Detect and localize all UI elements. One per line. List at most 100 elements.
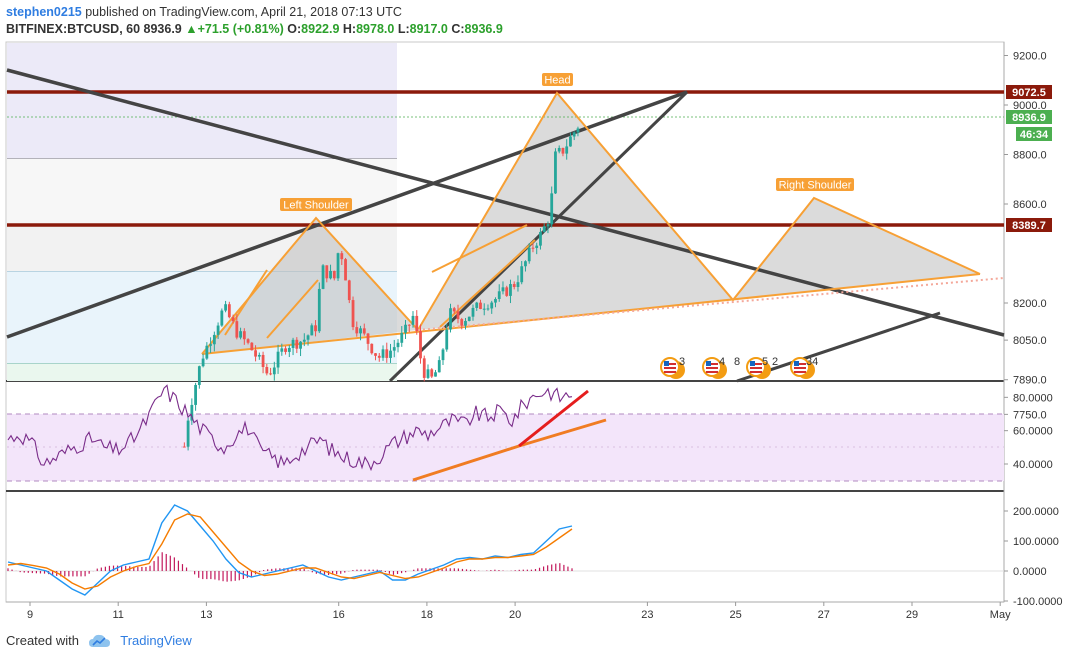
label-right-shoulder[interactable]: Right Shoulder: [776, 178, 854, 192]
candle-body: [347, 280, 351, 301]
candle-body: [512, 284, 516, 287]
candle-body: [272, 367, 276, 375]
channel-left-upper[interactable]: [266, 279, 319, 339]
candle-body: [527, 247, 531, 262]
macd-tick-label: 0.0000: [1013, 566, 1047, 578]
candle-body: [407, 324, 411, 326]
channel-mid-upper[interactable]: [431, 224, 528, 273]
label-head[interactable]: Head: [542, 73, 573, 87]
candle-body: [306, 335, 310, 340]
price-tick-label: 7890.0: [1013, 375, 1047, 387]
event-count-label: 34: [806, 356, 818, 368]
price-axis[interactable]: 9200.0 9000.0 8800.0 8600.0 8200.0 8050.0 7890…: [1004, 51, 1047, 422]
candle-body: [460, 319, 464, 326]
candle-body: [561, 147, 565, 154]
candle-body: [194, 384, 197, 405]
change-value: +71.5 (+0.81%): [197, 22, 284, 36]
candle-body: [201, 358, 205, 367]
candle-body: [404, 324, 407, 333]
candle-body: [411, 315, 415, 325]
head-shoulders-outline[interactable]: [201, 91, 981, 355]
time-tick-label: 18: [421, 609, 433, 621]
events-layer[interactable]: 3 4 8 5 2 34: [660, 356, 818, 379]
head-fill: [418, 93, 733, 330]
candle-body: [329, 270, 332, 279]
candle-body: [475, 302, 479, 308]
channel-mid-lower[interactable]: [439, 239, 536, 328]
time-tick-label: 20: [509, 609, 521, 621]
rsi-trendline-orange-ext[interactable]: [518, 418, 607, 448]
candle-body: [441, 349, 445, 361]
flag-canton: [794, 361, 799, 366]
time-axis[interactable]: 9 11 13 16 18 20 23 25 27 29 May: [27, 602, 1011, 621]
candle-body: [557, 147, 561, 152]
candle-body: [501, 287, 505, 292]
candle-body: [299, 341, 302, 349]
macd-line: [7, 504, 573, 596]
ohlc-legend: BITFINEX:BTCUSD, 60 8936.9 ▲+71.5 (+0.81…: [6, 21, 1066, 38]
candle-body: [370, 343, 374, 354]
macd-tick-label: -100.0000: [1013, 596, 1063, 608]
candle-body: [351, 300, 355, 328]
candle-body: [302, 339, 306, 342]
flag-stripe: [794, 371, 806, 373]
candle-body: [231, 317, 235, 322]
candle-body: [392, 347, 396, 351]
close-value: 8936.9: [464, 22, 503, 36]
economic-event-icon[interactable]: [660, 357, 685, 379]
candle-body: [366, 333, 370, 344]
macd-tick-label: 100.0000: [1013, 536, 1059, 548]
time-tick-label: 16: [333, 609, 345, 621]
time-tick-label: 11: [112, 609, 123, 621]
candle-body: [396, 342, 400, 348]
candles-layer[interactable]: [182, 126, 580, 451]
candle-body: [216, 325, 220, 335]
candle-body: [524, 261, 527, 267]
candle-body: [434, 372, 437, 377]
candle-body: [539, 231, 542, 246]
symbol-label[interactable]: BITFINEX:BTCUSD, 60: [6, 22, 141, 36]
candle-body: [374, 353, 377, 356]
economic-event-icon[interactable]: [790, 357, 815, 379]
candle-body: [190, 404, 194, 421]
last-price-tag-text: 8936.9: [1012, 112, 1046, 124]
publish-info: stephen0215 published on TradingView.com…: [6, 4, 1066, 21]
tradingview-brand[interactable]: TradingView: [120, 633, 192, 648]
candle-body: [227, 304, 231, 318]
flag-stripe: [706, 363, 718, 365]
label-left-shoulder[interactable]: Left Shoulder: [280, 198, 352, 212]
channel-left-lower[interactable]: [224, 269, 268, 336]
candle-body: [494, 298, 497, 303]
flag-canton: [706, 361, 711, 366]
tradingview-cloud-icon: [88, 634, 110, 647]
rsi-trendline-orange[interactable]: [412, 444, 520, 482]
candle-body: [224, 304, 227, 311]
downtrend-line[interactable]: [6, 68, 1005, 337]
neckline[interactable]: [201, 273, 981, 355]
author-link[interactable]: stephen0215: [6, 5, 82, 19]
candle-body: [520, 266, 524, 283]
macd-axis[interactable]: 200.0000 100.0000 0.0000 -100.0000: [1004, 506, 1063, 608]
candle-body: [550, 193, 554, 225]
time-tick-label: 27: [818, 609, 830, 621]
low-value: 8917.0: [409, 22, 448, 36]
shaded-region-gray: [7, 159, 397, 224]
flag-stripe: [664, 367, 676, 369]
candle-body: [254, 350, 257, 357]
resistance-tag-bg: [1006, 85, 1052, 99]
steep-uptrend-line[interactable]: [388, 90, 689, 383]
flag-stripe: [664, 363, 676, 365]
candle-body: [437, 360, 441, 373]
economic-event-icon[interactable]: [702, 357, 727, 379]
candle-body: [197, 366, 201, 385]
left-shoulder-fill: [202, 218, 418, 354]
label-right-shoulder-text: Right Shoulder: [779, 180, 852, 192]
last-price-tag: 8936.9 46:34: [1006, 110, 1052, 141]
candle-body: [280, 348, 284, 352]
rsi-trendline-red[interactable]: [518, 389, 589, 448]
economic-event-icon[interactable]: [746, 357, 771, 379]
rsi-axis[interactable]: 80.0000 60.0000 40.0000: [1004, 392, 1053, 471]
price-tick-label: 9000.0: [1013, 100, 1047, 112]
event-count-label: 5: [762, 356, 768, 368]
